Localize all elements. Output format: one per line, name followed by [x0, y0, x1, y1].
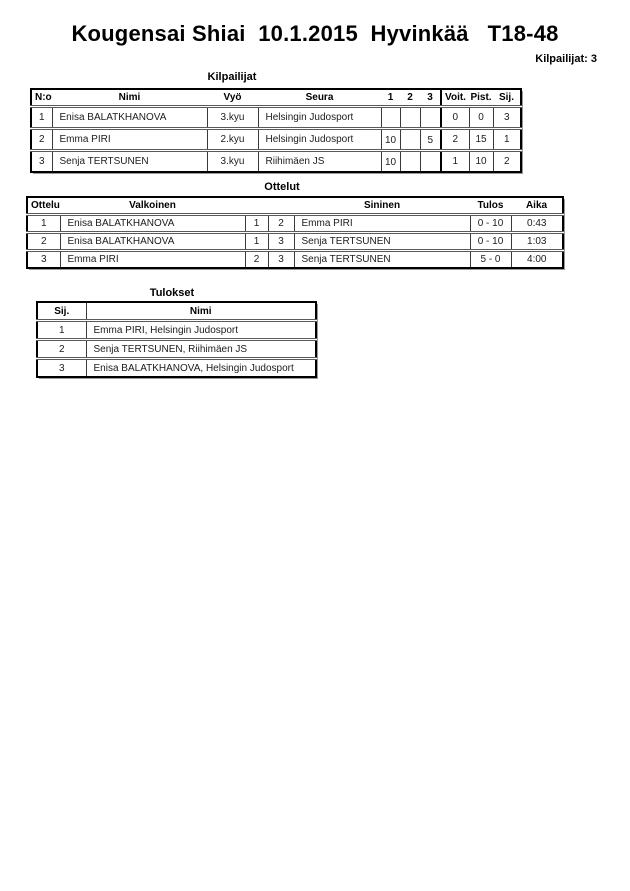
cell-result-name: Emma PIRI, Helsingin Judosport — [85, 319, 316, 340]
cell-white-number: 2 — [244, 249, 268, 268]
cell-voit: 1 — [440, 149, 469, 172]
col-header-aika: Aika — [525, 200, 548, 211]
cell-white-number: 1 — [244, 231, 268, 251]
col-header-voit: Voit. — [440, 89, 469, 107]
cell-blue-number: 3 — [267, 249, 294, 268]
col-header-match2: 2 — [407, 92, 413, 103]
col-header-tulos: Tulos — [477, 200, 504, 211]
cell-tulos: 0 - 10 — [469, 213, 511, 233]
match-row: 2 Enisa BALATKHANOVA 1 3 Senja TERTSUNEN… — [27, 231, 563, 251]
cell-match2-score — [399, 105, 420, 129]
col-header-sij: Sij. — [54, 305, 70, 317]
cell-match-no: 2 — [27, 231, 60, 251]
cell-no: 3 — [31, 149, 52, 172]
cell-match2-score — [399, 149, 420, 172]
ottelut-heading: Ottelut — [264, 181, 300, 193]
col-header-white-number-empty — [245, 197, 268, 215]
cell-seura: Helsingin Judosport — [257, 127, 381, 151]
cell-nimi: Senja TERTSUNEN — [51, 149, 207, 172]
cell-voit: 0 — [440, 105, 469, 129]
cell-match1-score: 10 — [380, 127, 400, 151]
cell-pist: 15 — [468, 127, 493, 151]
competitors-count-label: Kilpailijat: 3 — [535, 53, 597, 65]
cell-seura: Helsingin Judosport — [257, 105, 381, 129]
cell-voit: 2 — [440, 127, 469, 151]
match-row: 3 Emma PIRI 2 3 Senja TERTSUNEN 5 - 0 4:… — [27, 249, 563, 268]
result-row: 2 Senja TERTSUNEN, Riihimäen JS — [37, 338, 316, 359]
kilpailijat-table: N:o Nimi Vyö Seura 1 2 3 Voit. Pist. Sij… — [30, 88, 522, 173]
cell-blue-name: Senja TERTSUNEN — [293, 249, 470, 268]
cell-aika: 1:03 — [510, 231, 563, 251]
cell-match3-score — [419, 149, 441, 172]
cell-match3-score — [419, 105, 441, 129]
tulokset-header-row: Sij. Nimi — [37, 302, 316, 321]
match-row: 1 Enisa BALATKHANOVA 1 2 Emma PIRI 0 - 1… — [27, 213, 563, 233]
tulokset-table: Sij. Nimi 1 Emma PIRI, Helsingin Judospo… — [36, 301, 317, 378]
result-row: 1 Emma PIRI, Helsingin Judosport — [37, 319, 316, 340]
cell-white-name: Emma PIRI — [59, 249, 245, 268]
result-row: 3 Enisa BALATKHANOVA, Helsingin Judospor… — [37, 357, 316, 377]
competitor-row: 2 Emma PIRI 2.kyu Helsingin Judosport 10… — [31, 127, 521, 151]
cell-blue-number: 2 — [267, 213, 294, 233]
tulokset-heading: Tulokset — [149, 287, 195, 299]
cell-sij: 3 — [492, 105, 521, 129]
col-header-no: N:o — [35, 92, 52, 103]
cell-placement: 1 — [37, 319, 86, 340]
cell-white-name: Enisa BALATKHANOVA — [59, 231, 245, 251]
cell-vyo: 2.kyu — [206, 127, 258, 151]
cell-blue-number: 3 — [267, 231, 294, 251]
cell-match-no: 1 — [27, 213, 60, 233]
cell-tulos: 0 - 10 — [469, 231, 511, 251]
col-header-sij: Sij. — [498, 92, 514, 103]
ottelut-table: Ottelu Valkoinen Sininen Tulos Aika 1 En… — [26, 196, 564, 269]
cell-sij: 2 — [492, 149, 521, 172]
cell-vyo: 3.kyu — [206, 105, 258, 129]
cell-aika: 0:43 — [510, 213, 563, 233]
col-header-sininen: Sininen — [363, 200, 401, 211]
cell-seura: Riihimäen JS — [257, 149, 381, 172]
kilpailijat-heading: Kilpailijat — [207, 71, 257, 83]
cell-pist: 10 — [468, 149, 493, 172]
cell-match1-score — [380, 105, 400, 129]
cell-no: 2 — [31, 127, 52, 151]
col-header-blue-number-empty — [268, 197, 294, 215]
cell-blue-name: Emma PIRI — [293, 213, 470, 233]
cell-match1-score: 10 — [380, 149, 400, 172]
cell-match-no: 3 — [27, 249, 60, 268]
cell-match2-score — [399, 127, 420, 151]
cell-placement: 2 — [37, 338, 86, 359]
cell-nimi: Enisa BALATKHANOVA — [51, 105, 207, 129]
cell-blue-name: Senja TERTSUNEN — [293, 231, 470, 251]
cell-white-name: Enisa BALATKHANOVA — [59, 213, 245, 233]
col-header-valkoinen: Valkoinen — [129, 200, 176, 211]
cell-result-name: Senja TERTSUNEN, Riihimäen JS — [85, 338, 316, 359]
cell-no: 1 — [31, 105, 52, 129]
col-header-match1: 1 — [387, 92, 394, 103]
col-header-vyo: Vyö — [223, 92, 242, 103]
competitor-row: 1 Enisa BALATKHANOVA 3.kyu Helsingin Jud… — [31, 105, 521, 129]
cell-tulos: 5 - 0 — [469, 249, 511, 268]
col-header-seura: Seura — [305, 92, 334, 103]
col-header-nimi: Nimi — [85, 302, 316, 321]
page-title: Kougensai Shiai 10.1.2015 Hyvinkää T18-4… — [71, 21, 559, 46]
ottelut-header-row: Ottelu Valkoinen Sininen Tulos Aika — [27, 197, 563, 215]
col-header-pist: Pist. — [470, 92, 492, 103]
cell-result-name: Enisa BALATKHANOVA, Helsingin Judosport — [85, 357, 316, 377]
competitor-row: 3 Senja TERTSUNEN 3.kyu Riihimäen JS 10 … — [31, 149, 521, 172]
cell-aika: 4:00 — [510, 249, 563, 268]
cell-sij: 1 — [492, 127, 521, 151]
col-header-nimi: Nimi — [118, 92, 141, 103]
cell-placement: 3 — [37, 357, 86, 377]
cell-nimi: Emma PIRI — [51, 127, 207, 151]
col-header-match3: 3 — [427, 92, 433, 103]
cell-pist: 0 — [468, 105, 493, 129]
cell-white-number: 1 — [244, 213, 268, 233]
cell-match3-score: 5 — [419, 127, 441, 151]
kilpailijat-header-row: N:o Nimi Vyö Seura 1 2 3 Voit. Pist. Sij… — [31, 89, 521, 107]
cell-vyo: 3.kyu — [206, 149, 258, 172]
col-header-ottelu: Ottelu — [31, 200, 60, 211]
